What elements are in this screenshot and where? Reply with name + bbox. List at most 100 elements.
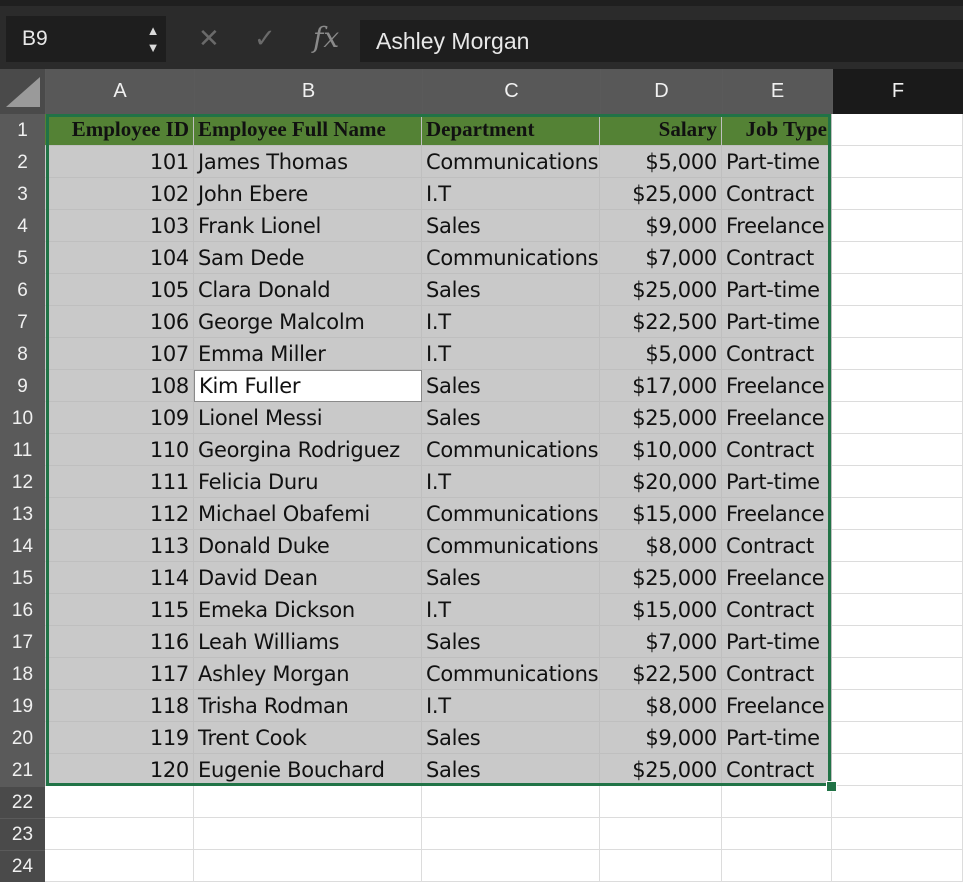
row-header-22[interactable]: 22 [0,786,45,818]
empty-cell[interactable] [832,338,963,370]
cell-full-name[interactable]: Sam Dede [194,242,422,274]
cell-department[interactable]: Communications [422,146,600,178]
cell-job-type[interactable]: Contract [722,530,832,562]
cell-job-type[interactable]: Part-time [722,626,832,658]
cell-salary[interactable]: $15,000 [600,498,722,530]
row-header-3[interactable]: 3 [0,178,45,210]
cell-department[interactable]: I.T [422,466,600,498]
chevron-up-icon[interactable]: ▲ [146,23,160,38]
row-header-15[interactable]: 15 [0,562,45,594]
cell-salary[interactable]: $22,500 [600,306,722,338]
column-header-f[interactable]: F [832,69,963,114]
cell-full-name[interactable]: Felicia Duru [194,466,422,498]
cell-job-type[interactable]: Contract [722,594,832,626]
cell-full-name[interactable]: David Dean [194,562,422,594]
cell-full-name[interactable]: Trent Cook [194,722,422,754]
cell-department[interactable]: I.T [422,690,600,722]
cell-department[interactable]: Sales [422,402,600,434]
name-box[interactable]: B9 [6,16,166,62]
column-header-e[interactable]: E [722,69,832,114]
row-header-4[interactable]: 4 [0,210,45,242]
cell-department[interactable]: Communications [422,242,600,274]
cell-salary[interactable]: $8,000 [600,530,722,562]
empty-cell[interactable] [832,242,963,274]
name-box-stepper[interactable]: ▲ ▼ [136,18,170,60]
row-header-13[interactable]: 13 [0,498,45,530]
cell-job-type[interactable]: Part-time [722,274,832,306]
cell-employee-id[interactable]: 109 [45,402,194,434]
empty-cell[interactable] [832,498,963,530]
empty-cell[interactable] [722,786,832,818]
empty-cell[interactable] [832,754,963,786]
row-header-12[interactable]: 12 [0,466,45,498]
cell-employee-id[interactable]: 102 [45,178,194,210]
cell-full-name[interactable]: Frank Lionel [194,210,422,242]
cell-full-name[interactable]: Michael Obafemi [194,498,422,530]
row-header-6[interactable]: 6 [0,274,45,306]
row-header-7[interactable]: 7 [0,306,45,338]
empty-cell[interactable] [832,722,963,754]
cell-employee-id[interactable]: 107 [45,338,194,370]
row-header-14[interactable]: 14 [0,530,45,562]
cell-employee-id[interactable]: 101 [45,146,194,178]
empty-cell[interactable] [832,370,963,402]
empty-cell[interactable] [832,626,963,658]
cell-salary[interactable]: $25,000 [600,562,722,594]
spreadsheet-grid[interactable]: A B C D E F 1 2 3 4 5 6 7 8 9 10 11 12 13 14 15 16 17 18 19 20 21 2… [0,69,963,882]
cell-full-name[interactable]: Lionel Messi [194,402,422,434]
cell-job-type[interactable]: Contract [722,754,832,786]
cell-salary[interactable]: $9,000 [600,210,722,242]
cell-salary[interactable]: $7,000 [600,242,722,274]
empty-cell[interactable] [422,786,600,818]
cell-employee-id[interactable]: 115 [45,594,194,626]
empty-cell[interactable] [832,562,963,594]
empty-cell[interactable] [832,658,963,690]
empty-cell[interactable] [832,850,963,882]
cell-job-type[interactable]: Freelance [722,370,832,402]
cell-salary[interactable]: $5,000 [600,146,722,178]
cell-full-name[interactable]: Eugenie Bouchard [194,754,422,786]
cell-department[interactable]: I.T [422,338,600,370]
column-header-a[interactable]: A [45,69,194,114]
empty-cell[interactable] [194,818,422,850]
cell-full-name[interactable]: Donald Duke [194,530,422,562]
cell-employee-id[interactable]: 108 [45,370,194,402]
cell-salary[interactable]: $25,000 [600,178,722,210]
cell-salary[interactable]: $15,000 [600,594,722,626]
header-cell-salary[interactable]: Salary [600,114,722,146]
active-cell[interactable]: Kim Fuller [194,370,422,402]
cell-salary[interactable]: $17,000 [600,370,722,402]
header-cell-full-name[interactable]: Employee Full Name [194,114,422,146]
empty-cell[interactable] [45,850,194,882]
empty-cell[interactable] [45,786,194,818]
empty-cell[interactable] [832,594,963,626]
empty-cell[interactable] [422,850,600,882]
cell-department[interactable]: Communications [422,658,600,690]
empty-cell[interactable] [832,818,963,850]
cell-full-name[interactable]: Emeka Dickson [194,594,422,626]
insert-function-icon[interactable]: fx [313,21,340,54]
cell-salary[interactable]: $8,000 [600,690,722,722]
header-cell-department[interactable]: Department [422,114,600,146]
enter-check-icon[interactable]: ✓ [254,23,276,53]
cell-full-name[interactable]: James Thomas [194,146,422,178]
cell-salary[interactable]: $9,000 [600,722,722,754]
row-header-10[interactable]: 10 [0,402,45,434]
empty-cell[interactable] [832,530,963,562]
cell-employee-id[interactable]: 116 [45,626,194,658]
cell-department[interactable]: Sales [422,370,600,402]
header-cell-job-type[interactable]: Job Type [722,114,832,146]
empty-cell[interactable] [832,306,963,338]
cell-department[interactable]: I.T [422,594,600,626]
cell-employee-id[interactable]: 114 [45,562,194,594]
empty-cell[interactable] [832,210,963,242]
row-header-1[interactable]: 1 [0,114,45,146]
column-header-b[interactable]: B [194,69,422,114]
row-header-9[interactable]: 9 [0,370,45,402]
cell-employee-id[interactable]: 104 [45,242,194,274]
cell-employee-id[interactable]: 117 [45,658,194,690]
empty-cell[interactable] [832,402,963,434]
cell-salary[interactable]: $20,000 [600,466,722,498]
empty-cell[interactable] [422,818,600,850]
cell-employee-id[interactable]: 113 [45,530,194,562]
